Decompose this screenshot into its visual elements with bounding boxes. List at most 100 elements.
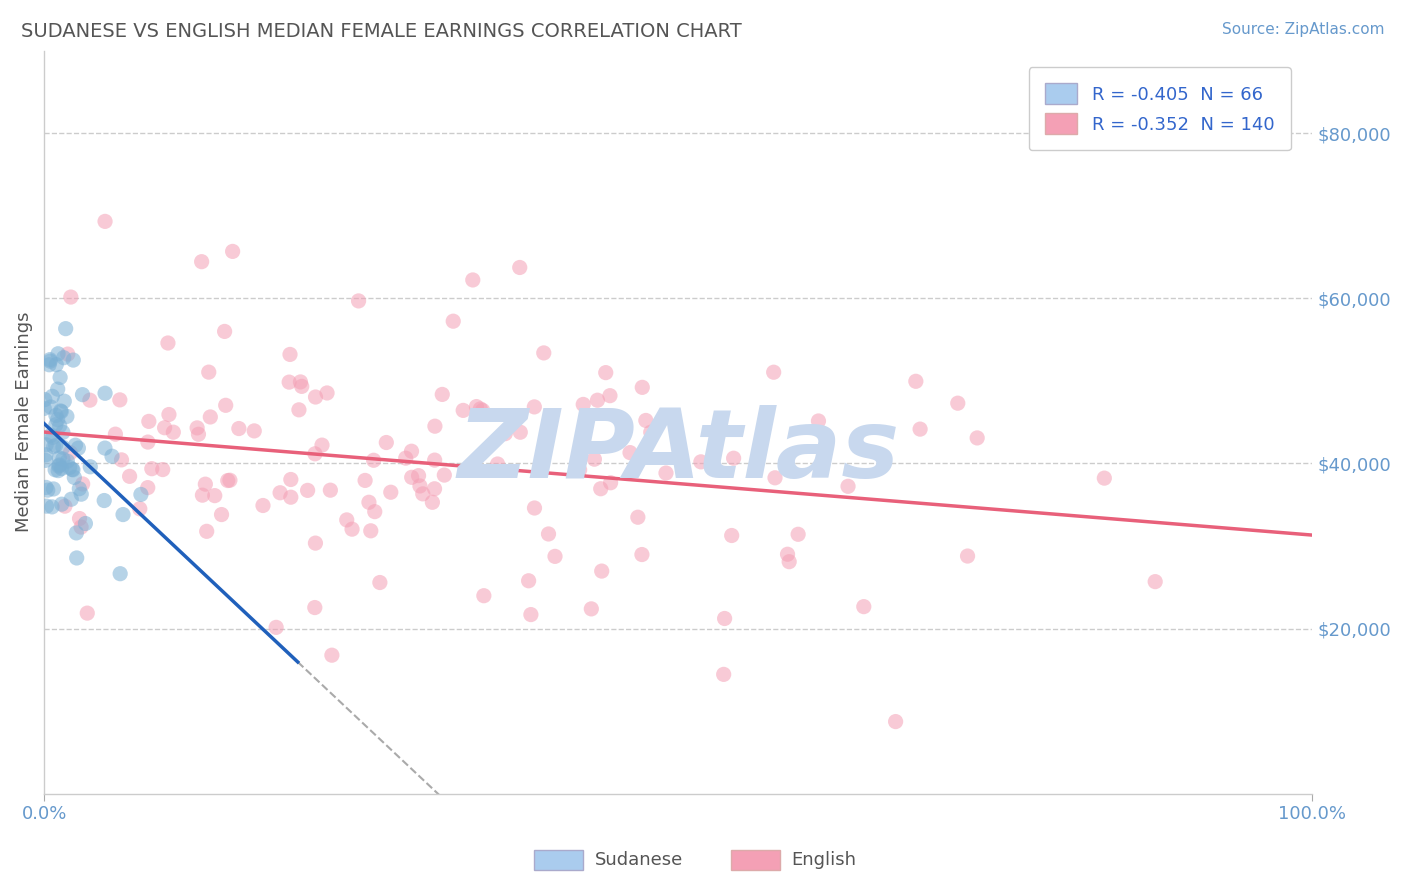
Point bbox=[79, 459, 101, 474]
Point bbox=[432, 387, 454, 401]
Point bbox=[1092, 471, 1115, 485]
Point bbox=[264, 620, 287, 634]
Point bbox=[51, 461, 73, 475]
Point bbox=[776, 547, 799, 561]
Point bbox=[689, 455, 711, 469]
Point bbox=[42, 440, 65, 454]
Point bbox=[219, 473, 242, 487]
Point bbox=[93, 493, 115, 508]
Point bbox=[94, 214, 117, 228]
Point bbox=[762, 365, 785, 379]
Point bbox=[364, 505, 387, 519]
Point bbox=[544, 549, 567, 564]
Point bbox=[904, 374, 927, 388]
Point bbox=[200, 409, 222, 424]
Point bbox=[441, 314, 464, 328]
Point bbox=[290, 375, 312, 389]
Point bbox=[520, 607, 543, 622]
Point bbox=[619, 445, 641, 459]
Point bbox=[599, 475, 621, 490]
Point bbox=[108, 392, 131, 407]
Point bbox=[52, 440, 75, 454]
Point bbox=[152, 462, 174, 476]
Point bbox=[304, 536, 326, 550]
Point bbox=[51, 497, 73, 511]
Point bbox=[62, 353, 84, 368]
Point bbox=[41, 500, 63, 514]
Point bbox=[42, 482, 65, 496]
Point bbox=[380, 485, 402, 500]
Point bbox=[807, 414, 830, 428]
Point bbox=[297, 483, 319, 498]
Point bbox=[52, 425, 75, 440]
Point bbox=[129, 487, 152, 501]
Point bbox=[60, 492, 83, 507]
Point bbox=[65, 438, 87, 452]
Point bbox=[529, 461, 551, 475]
Point bbox=[141, 461, 163, 475]
Point bbox=[59, 460, 82, 475]
Point bbox=[252, 499, 274, 513]
Point bbox=[470, 401, 492, 416]
Point bbox=[38, 358, 60, 372]
Point bbox=[214, 325, 236, 339]
Point bbox=[35, 480, 58, 494]
Point bbox=[412, 487, 434, 501]
Point bbox=[215, 398, 238, 412]
Point bbox=[778, 555, 800, 569]
Point bbox=[136, 481, 159, 495]
Point bbox=[523, 501, 546, 516]
Point bbox=[44, 463, 66, 477]
Point bbox=[72, 387, 94, 401]
Point bbox=[269, 485, 291, 500]
Point bbox=[186, 421, 208, 435]
Point bbox=[204, 489, 226, 503]
Point bbox=[55, 321, 77, 335]
Point bbox=[39, 428, 62, 442]
Point bbox=[486, 457, 509, 471]
Text: Source: ZipAtlas.com: Source: ZipAtlas.com bbox=[1222, 22, 1385, 37]
Point bbox=[75, 516, 97, 531]
Point bbox=[211, 508, 233, 522]
Y-axis label: Median Female Earnings: Median Female Earnings bbox=[15, 312, 32, 533]
Point bbox=[884, 714, 907, 729]
Point bbox=[243, 424, 266, 438]
Point bbox=[537, 527, 560, 541]
Point bbox=[228, 421, 250, 435]
Point bbox=[67, 441, 90, 455]
Point bbox=[46, 347, 69, 361]
Point bbox=[32, 401, 55, 416]
Point bbox=[94, 386, 117, 401]
Text: English: English bbox=[792, 851, 856, 869]
Point bbox=[278, 347, 301, 361]
Point bbox=[39, 354, 62, 368]
Point bbox=[321, 648, 343, 663]
Point bbox=[461, 273, 484, 287]
Point bbox=[46, 382, 69, 396]
Point bbox=[157, 408, 180, 422]
Point bbox=[408, 468, 430, 483]
Point bbox=[45, 358, 67, 372]
Point bbox=[136, 435, 159, 450]
Point bbox=[59, 290, 82, 304]
Point bbox=[291, 379, 314, 393]
Point bbox=[631, 548, 654, 562]
Point bbox=[39, 400, 62, 414]
Point bbox=[357, 495, 380, 509]
Point bbox=[655, 466, 678, 480]
Point bbox=[599, 389, 621, 403]
Point bbox=[46, 464, 69, 478]
Point bbox=[589, 482, 612, 496]
Point bbox=[517, 574, 540, 588]
Point bbox=[104, 427, 127, 442]
Point bbox=[34, 392, 56, 407]
Point bbox=[401, 444, 423, 458]
Point bbox=[280, 490, 302, 504]
Point bbox=[45, 409, 67, 423]
Point bbox=[375, 435, 398, 450]
Point bbox=[304, 390, 326, 404]
Point bbox=[533, 346, 555, 360]
Point bbox=[336, 513, 359, 527]
Point bbox=[837, 479, 859, 493]
Point bbox=[108, 566, 131, 581]
